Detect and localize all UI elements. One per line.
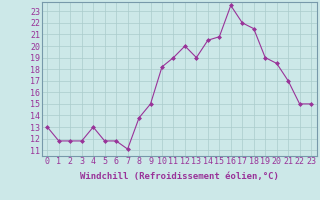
X-axis label: Windchill (Refroidissement éolien,°C): Windchill (Refroidissement éolien,°C) bbox=[80, 172, 279, 181]
